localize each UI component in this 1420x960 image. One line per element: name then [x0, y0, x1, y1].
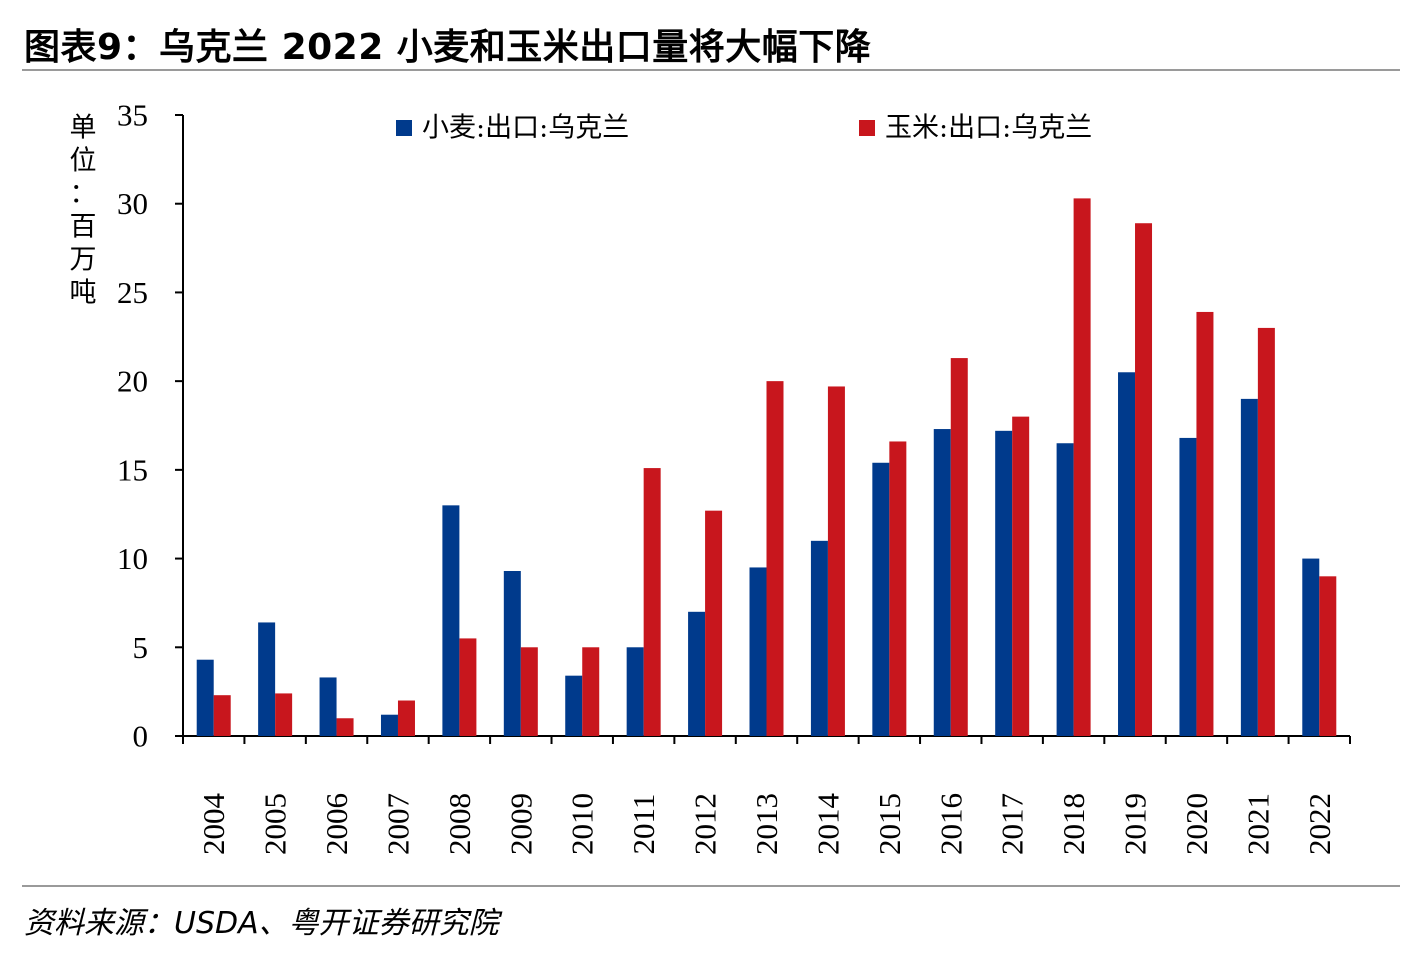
bar-corn [582, 647, 600, 736]
x-tick-label: 2013 [749, 793, 784, 855]
bar-corn [1196, 311, 1214, 736]
x-tick-label: 2005 [258, 793, 293, 855]
bar-corn [705, 510, 723, 736]
bar-wheat [749, 567, 767, 736]
bar-corn [1257, 327, 1275, 736]
x-tick-label: 2019 [1118, 793, 1153, 855]
unit-label-char: 百 [70, 212, 97, 243]
unit-label-char: 单 [70, 113, 97, 144]
x-tick-label: 2021 [1240, 793, 1275, 855]
y-tick-label: 35 [117, 98, 148, 133]
x-tick-label: 2017 [995, 793, 1030, 855]
bar-wheat [626, 647, 644, 736]
y-tick-label: 10 [117, 541, 148, 576]
bar-wheat [196, 659, 214, 736]
y-tick-label: 15 [117, 452, 148, 487]
bar-corn [766, 381, 784, 736]
x-tick-label: 2006 [319, 793, 354, 855]
bar-corn [213, 695, 231, 736]
bar-wheat [872, 462, 890, 736]
unit-label-char: ： [70, 179, 97, 210]
x-tick-label: 2012 [688, 793, 723, 855]
bar-wheat [565, 675, 583, 736]
bar-wheat [810, 540, 828, 736]
bar-wheat [1179, 437, 1197, 736]
bar-wheat [933, 429, 951, 736]
bar-series [196, 198, 1337, 737]
source-note: 资料来源：USDA、粤开证券研究院 [24, 906, 499, 941]
x-tick-label: 2010 [565, 793, 600, 855]
bar-wheat [258, 622, 276, 736]
x-tick-label: 2014 [810, 793, 845, 856]
bar-corn [1073, 198, 1091, 737]
x-tick-label: 2015 [872, 793, 907, 855]
unit-label-char: 万 [70, 245, 97, 276]
x-tick-label: 2009 [503, 793, 538, 855]
y-tick-label: 30 [117, 186, 148, 221]
x-tick-label: 2004 [196, 793, 231, 856]
bar-corn [397, 700, 415, 736]
bar-wheat [688, 611, 706, 736]
legend-label: 玉米:出口:乌克兰 [885, 113, 1092, 144]
bar-corn [1012, 416, 1030, 736]
x-axis: 2004 2005 2006 2007 2008 2009 2010 2011 2012 2013… [182, 735, 1351, 856]
bar-corn [643, 468, 661, 736]
x-tick-label: 2018 [1056, 793, 1091, 855]
bar-corn [1319, 576, 1337, 736]
bar-wheat [1056, 443, 1074, 736]
bar-wheat [380, 714, 398, 736]
x-tick-label: 2008 [442, 793, 477, 855]
y-axis: 0 5 10 15 20 25 30 35 [117, 98, 184, 754]
bar-wheat [1240, 398, 1258, 736]
bar-wheat [995, 430, 1013, 736]
x-tick-label: 2020 [1179, 793, 1214, 855]
bar-corn [459, 638, 477, 736]
bar-corn [1135, 223, 1153, 736]
bar-corn [889, 441, 907, 736]
legend: 小麦:出口:乌克兰 玉米:出口:乌克兰 [396, 113, 1092, 144]
bar-wheat [503, 570, 521, 736]
x-tick-label: 2011 [626, 794, 661, 855]
unit-label-char: 位 [70, 146, 97, 177]
legend-label: 小麦:出口:乌克兰 [422, 113, 629, 144]
unit-label-char: 吨 [70, 278, 97, 309]
bar-wheat [1118, 372, 1136, 736]
y-axis-unit-label: 单位：百万吨 [70, 113, 97, 309]
bar-corn [336, 718, 354, 736]
bar-corn [520, 647, 538, 736]
legend-swatch [396, 120, 412, 136]
y-tick-label: 0 [133, 719, 149, 754]
y-tick-label: 25 [117, 275, 148, 310]
x-tick-label: 2022 [1302, 793, 1337, 855]
source-divider [22, 885, 1400, 887]
bar-wheat [442, 505, 460, 736]
x-tick-label: 2016 [933, 793, 968, 855]
bar-wheat [1302, 558, 1320, 736]
bar-corn [275, 693, 293, 736]
chart-title: 图表9：乌克兰 2022 小麦和玉米出口量将大幅下降 [24, 27, 872, 68]
legend-swatch [859, 120, 875, 136]
title-divider [22, 69, 1400, 71]
y-tick-label: 20 [117, 364, 148, 399]
bar-corn [827, 386, 845, 736]
y-tick-label: 5 [133, 630, 149, 665]
x-tick-label: 2007 [380, 793, 415, 855]
bar-wheat [319, 677, 337, 736]
bar-corn [950, 358, 968, 736]
